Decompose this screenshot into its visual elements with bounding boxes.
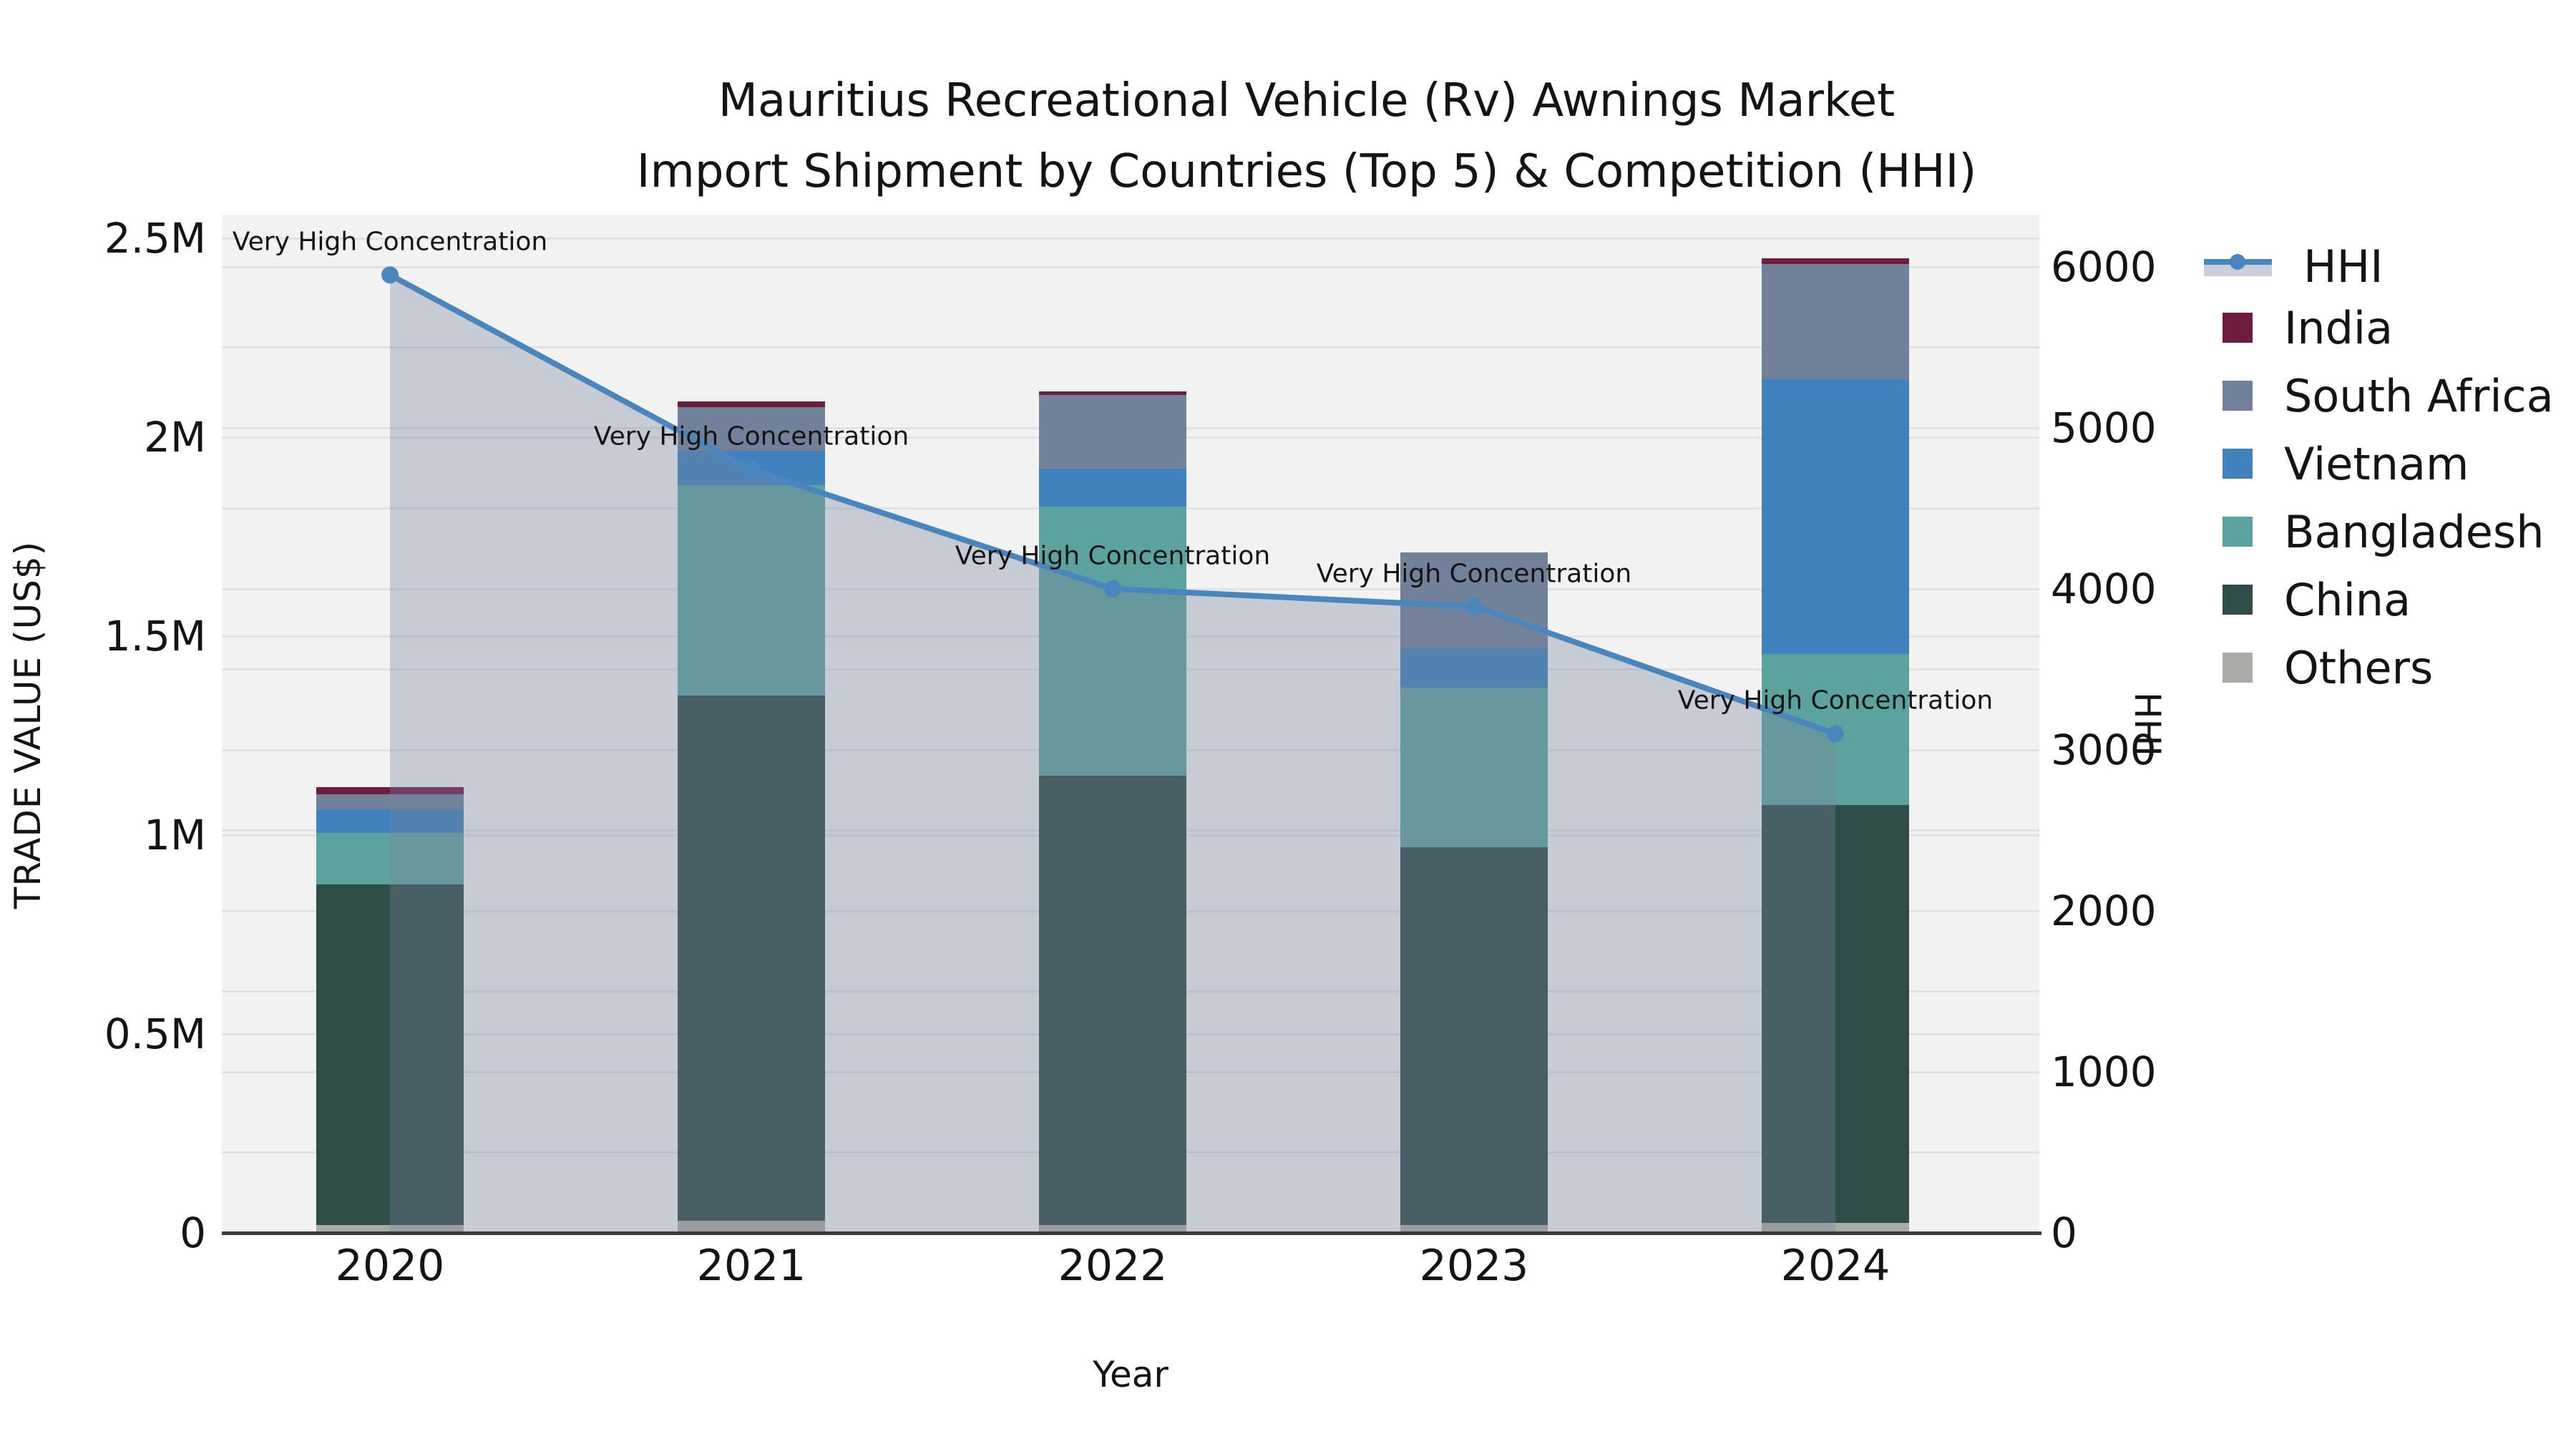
- legend-label: Others: [2284, 641, 2434, 694]
- vietnam-color-swatch: [2223, 449, 2253, 479]
- hhi-annotation-2020: Very High Concentration: [232, 227, 548, 257]
- bar-segment-others-2022: [1039, 1224, 1186, 1233]
- bar-segment-vietnam-2023: [1400, 648, 1548, 688]
- y-axis-title-right: HHI: [2127, 692, 2168, 756]
- legend-label: China: [2284, 573, 2411, 626]
- hhi-line-legend-glyph: [2204, 248, 2272, 285]
- bar-segment-vietnam-2022: [1039, 469, 1186, 507]
- bar-segment-bangladesh-2020: [316, 833, 464, 885]
- legend-item-south-africa: South Africa: [2204, 369, 2554, 422]
- y-axis-title-left: TRADE VALUE (US$): [7, 540, 49, 909]
- bar-segment-south-africa-2020: [316, 794, 464, 809]
- hhi-area-swatch: [2204, 263, 2272, 276]
- bar-segment-others-2023: [1400, 1224, 1548, 1233]
- x-tick-label-2022: 2022: [1058, 1241, 1168, 1291]
- bar-segment-vietnam-2020: [316, 809, 464, 834]
- india-color-swatch: [2223, 313, 2253, 343]
- legend-item-india: India: [2204, 301, 2394, 354]
- hhi-marker-swatch: [2230, 254, 2245, 270]
- x-axis-title: Year: [1093, 1354, 1169, 1395]
- x-tick-label-2020: 2020: [335, 1241, 445, 1291]
- hhi-marker-2023: [1465, 597, 1483, 615]
- legend-item-china: China: [2204, 573, 2411, 626]
- bar-segment-vietnam-2024: [1762, 379, 1909, 654]
- legend-item-vietnam: Vietnam: [2204, 437, 2469, 490]
- bar-segment-india-2021: [678, 401, 825, 408]
- hhi-line-layer: [381, 266, 1844, 1233]
- bar-segment-india-2022: [1039, 391, 1186, 396]
- hhi-marker-2024: [1827, 725, 1844, 743]
- bar-segment-bangladesh-2023: [1400, 688, 1548, 847]
- bar-segment-others-2020: [316, 1224, 464, 1233]
- gridline-hhi: [222, 346, 2039, 349]
- legend-item-hhi: HHI: [2204, 240, 2384, 293]
- chart-title-line2: Import Shipment by Countries (Top 5) & C…: [636, 145, 1977, 198]
- bar-segment-bangladesh-2021: [678, 484, 825, 696]
- bar-segment-china-2023: [1400, 847, 1548, 1225]
- south-africa-color-swatch: [2223, 381, 2253, 411]
- legend-label: India: [2284, 301, 2394, 354]
- plot-area: Very High Concentration Very High Concent…: [222, 215, 2039, 1233]
- hhi-annotation-2021: Very High Concentration: [593, 421, 909, 452]
- bar-segment-others-2024: [1762, 1223, 1909, 1233]
- bar-segment-china-2022: [1039, 775, 1186, 1225]
- gridline-hhi: [222, 265, 2039, 268]
- x-tick-label-2024: 2024: [1780, 1241, 1890, 1291]
- hhi-marker-2021: [743, 461, 760, 479]
- x-tick-label-2021: 2021: [696, 1241, 806, 1291]
- bar-segment-china-2021: [678, 696, 825, 1221]
- legend-label: Bangladesh: [2284, 505, 2545, 558]
- hhi-marker-2020: [381, 266, 399, 284]
- legend-item-bangladesh: Bangladesh: [2204, 505, 2545, 558]
- hhi-annotation-2023: Very High Concentration: [1316, 559, 1632, 589]
- bar-segment-china-2020: [316, 884, 464, 1225]
- bangladesh-color-swatch: [2223, 517, 2253, 547]
- legend-item-others: Others: [2204, 641, 2434, 694]
- legend-label: South Africa: [2284, 369, 2554, 422]
- gridline-trade-value: [222, 237, 2039, 240]
- bar-segment-south-africa-2022: [1039, 395, 1186, 469]
- chart-title: Mauritius Recreational Vehicle (Rv) Awni…: [19, 66, 2576, 208]
- bar-segment-others-2021: [678, 1221, 825, 1233]
- x-axis-line: [222, 1231, 2041, 1235]
- bar-segment-bangladesh-2022: [1039, 507, 1186, 776]
- bar-segment-india-2020: [316, 786, 464, 794]
- others-color-swatch: [2223, 653, 2253, 683]
- x-tick-label-2023: 2023: [1419, 1241, 1529, 1291]
- bar-segment-south-africa-2024: [1762, 263, 1909, 380]
- hhi-marker-2022: [1104, 580, 1121, 597]
- legend-label: HHI: [2303, 240, 2384, 293]
- bar-segment-china-2024: [1762, 805, 1909, 1224]
- hhi-annotation-2022: Very High Concentration: [955, 541, 1271, 571]
- hhi-annotation-2024: Very High Concentration: [1677, 686, 1994, 716]
- bar-segment-india-2024: [1762, 258, 1909, 264]
- hhi-area-fill: [390, 275, 1835, 1233]
- legend-label: Vietnam: [2284, 437, 2469, 490]
- chart-title-line1: Mauritius Recreational Vehicle (Rv) Awni…: [718, 74, 1896, 127]
- china-color-swatch: [2223, 585, 2253, 615]
